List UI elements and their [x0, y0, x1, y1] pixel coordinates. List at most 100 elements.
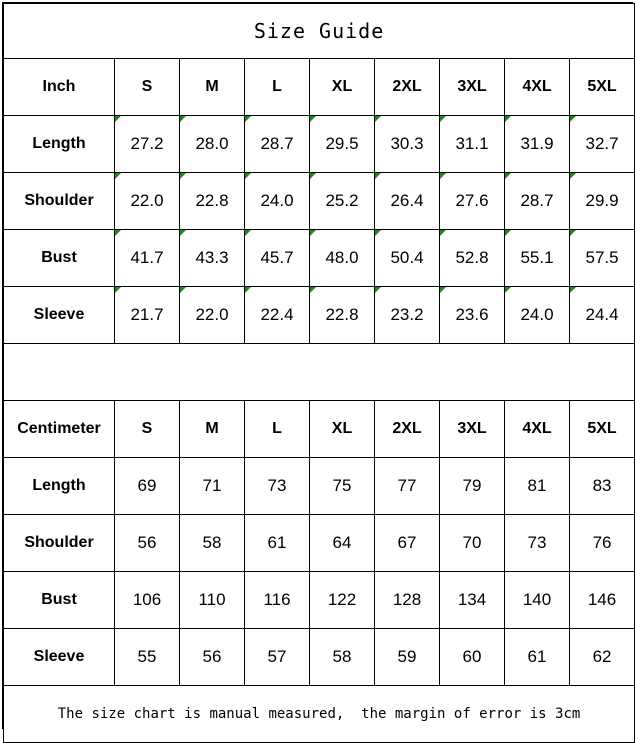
- cell-bust-l: 45.7: [244, 229, 310, 287]
- cell-bust-s: 106: [114, 571, 180, 629]
- cell-shoulder-l: 61: [244, 514, 310, 572]
- cell-bust-5xl: 146: [568, 571, 635, 629]
- cell-bust-4xl: 55.1: [504, 229, 570, 287]
- cell-length-4xl: 81: [504, 457, 570, 515]
- cell-length-m: 71: [179, 457, 245, 515]
- cell-bust-3xl: 52.8: [439, 229, 505, 287]
- cell-length-l: 28.7: [244, 115, 310, 173]
- size-header-m: M: [179, 400, 245, 458]
- size-header-xl: XL: [309, 400, 375, 458]
- cell-length-xl: 29.5: [309, 115, 375, 173]
- cell-bust-2xl: 128: [374, 571, 440, 629]
- cell-shoulder-xl: 64: [309, 514, 375, 572]
- cell-shoulder-3xl: 70: [439, 514, 505, 572]
- unit-header-centimeter: Centimeter: [3, 400, 115, 458]
- table-row: Length 27.2 28.0 28.7 29.5 30.3 31.1 31.9 32.7: [3, 115, 635, 173]
- cell-shoulder-4xl: 28.7: [504, 172, 570, 230]
- cell-sleeve-l: 22.4: [244, 286, 310, 344]
- cell-sleeve-3xl: 60: [439, 628, 505, 686]
- footer-note: The size chart is manual measured, the m…: [2, 685, 635, 743]
- size-header-4xl: 4XL: [504, 58, 570, 116]
- table-row: Shoulder 22.0 22.8 24.0 25.2 26.4 27.6 28.7 29.9: [3, 172, 635, 230]
- cell-sleeve-4xl: 61: [504, 628, 570, 686]
- cell-bust-xl: 122: [309, 571, 375, 629]
- cell-shoulder-m: 22.8: [179, 172, 245, 230]
- cell-sleeve-xl: 22.8: [309, 286, 375, 344]
- cell-bust-5xl: 57.5: [568, 229, 635, 287]
- cell-sleeve-2xl: 23.2: [374, 286, 440, 344]
- cell-bust-m: 110: [179, 571, 245, 629]
- cell-sleeve-2xl: 59: [374, 628, 440, 686]
- cell-shoulder-m: 58: [179, 514, 245, 572]
- cell-sleeve-4xl: 24.0: [504, 286, 570, 344]
- size-header-3xl: 3XL: [439, 58, 505, 116]
- cell-shoulder-s: 22.0: [114, 172, 180, 230]
- cell-sleeve-l: 57: [244, 628, 310, 686]
- row-label-shoulder: Shoulder: [3, 514, 115, 572]
- cell-shoulder-3xl: 27.6: [439, 172, 505, 230]
- cell-length-xl: 75: [309, 457, 375, 515]
- cell-shoulder-5xl: 29.9: [568, 172, 635, 230]
- cell-sleeve-s: 55: [114, 628, 180, 686]
- cell-length-3xl: 31.1: [439, 115, 505, 173]
- size-header-5xl: 5XL: [568, 400, 635, 458]
- cell-bust-2xl: 50.4: [374, 229, 440, 287]
- table-row: Bust 41.7 43.3 45.7 48.0 50.4 52.8 55.1 57.5: [3, 229, 635, 287]
- size-header-l: L: [244, 58, 310, 116]
- size-guide-body: Size Guide Inch S M L XL 2XL 3XL 4XL 5XL Length 27…: [2, 3, 635, 743]
- page-title: Size Guide: [2, 3, 635, 59]
- cell-sleeve-xl: 58: [309, 628, 375, 686]
- cell-bust-l: 116: [244, 571, 310, 629]
- cell-bust-4xl: 140: [504, 571, 570, 629]
- cell-length-2xl: 30.3: [374, 115, 440, 173]
- cell-length-m: 28.0: [179, 115, 245, 173]
- cell-sleeve-5xl: 24.4: [568, 286, 635, 344]
- row-label-bust: Bust: [3, 229, 115, 287]
- size-header-3xl: 3XL: [439, 400, 505, 458]
- cell-bust-m: 43.3: [179, 229, 245, 287]
- size-guide-table: Size Guide Inch S M L XL 2XL 3XL 4XL 5XL Length 27…: [2, 3, 635, 743]
- cell-length-2xl: 77: [374, 457, 440, 515]
- row-label-length: Length: [3, 457, 115, 515]
- cell-shoulder-4xl: 73: [504, 514, 570, 572]
- cell-length-5xl: 32.7: [568, 115, 635, 173]
- spacer-row: [2, 343, 635, 401]
- cell-length-s: 69: [114, 457, 180, 515]
- footer-row: The size chart is manual measured, the m…: [2, 685, 635, 743]
- title-row: Size Guide: [2, 3, 635, 59]
- row-label-bust: Bust: [3, 571, 115, 629]
- cell-shoulder-xl: 25.2: [309, 172, 375, 230]
- spacer-cell: [2, 343, 635, 401]
- table-row: Sleeve 21.7 22.0 22.4 22.8 23.2 23.6 24.0 24.4: [3, 286, 635, 344]
- cell-length-l: 73: [244, 457, 310, 515]
- cell-sleeve-5xl: 62: [568, 628, 635, 686]
- row-label-sleeve: Sleeve: [3, 628, 115, 686]
- cell-sleeve-3xl: 23.6: [439, 286, 505, 344]
- cell-shoulder-s: 56: [114, 514, 180, 572]
- cell-shoulder-l: 24.0: [244, 172, 310, 230]
- size-header-s: S: [114, 400, 180, 458]
- size-header-xl: XL: [309, 58, 375, 116]
- cell-sleeve-s: 21.7: [114, 286, 180, 344]
- header-row-inch: Inch S M L XL 2XL 3XL 4XL 5XL: [3, 58, 635, 116]
- cell-length-3xl: 79: [439, 457, 505, 515]
- table-row: Length 69 71 73 75 77 79 81 83: [3, 457, 635, 515]
- cell-shoulder-2xl: 67: [374, 514, 440, 572]
- cell-length-4xl: 31.9: [504, 115, 570, 173]
- unit-header-inch: Inch: [3, 58, 115, 116]
- cell-shoulder-2xl: 26.4: [374, 172, 440, 230]
- cell-bust-xl: 48.0: [309, 229, 375, 287]
- header-row-centimeter: Centimeter S M L XL 2XL 3XL 4XL 5XL: [3, 400, 635, 458]
- row-label-shoulder: Shoulder: [3, 172, 115, 230]
- size-header-2xl: 2XL: [374, 58, 440, 116]
- size-header-4xl: 4XL: [504, 400, 570, 458]
- size-header-5xl: 5XL: [568, 58, 635, 116]
- size-header-m: M: [179, 58, 245, 116]
- cell-length-s: 27.2: [114, 115, 180, 173]
- cell-sleeve-m: 56: [179, 628, 245, 686]
- cell-bust-s: 41.7: [114, 229, 180, 287]
- table-row: Shoulder 56 58 61 64 67 70 73 76: [3, 514, 635, 572]
- cell-sleeve-m: 22.0: [179, 286, 245, 344]
- cell-bust-3xl: 134: [439, 571, 505, 629]
